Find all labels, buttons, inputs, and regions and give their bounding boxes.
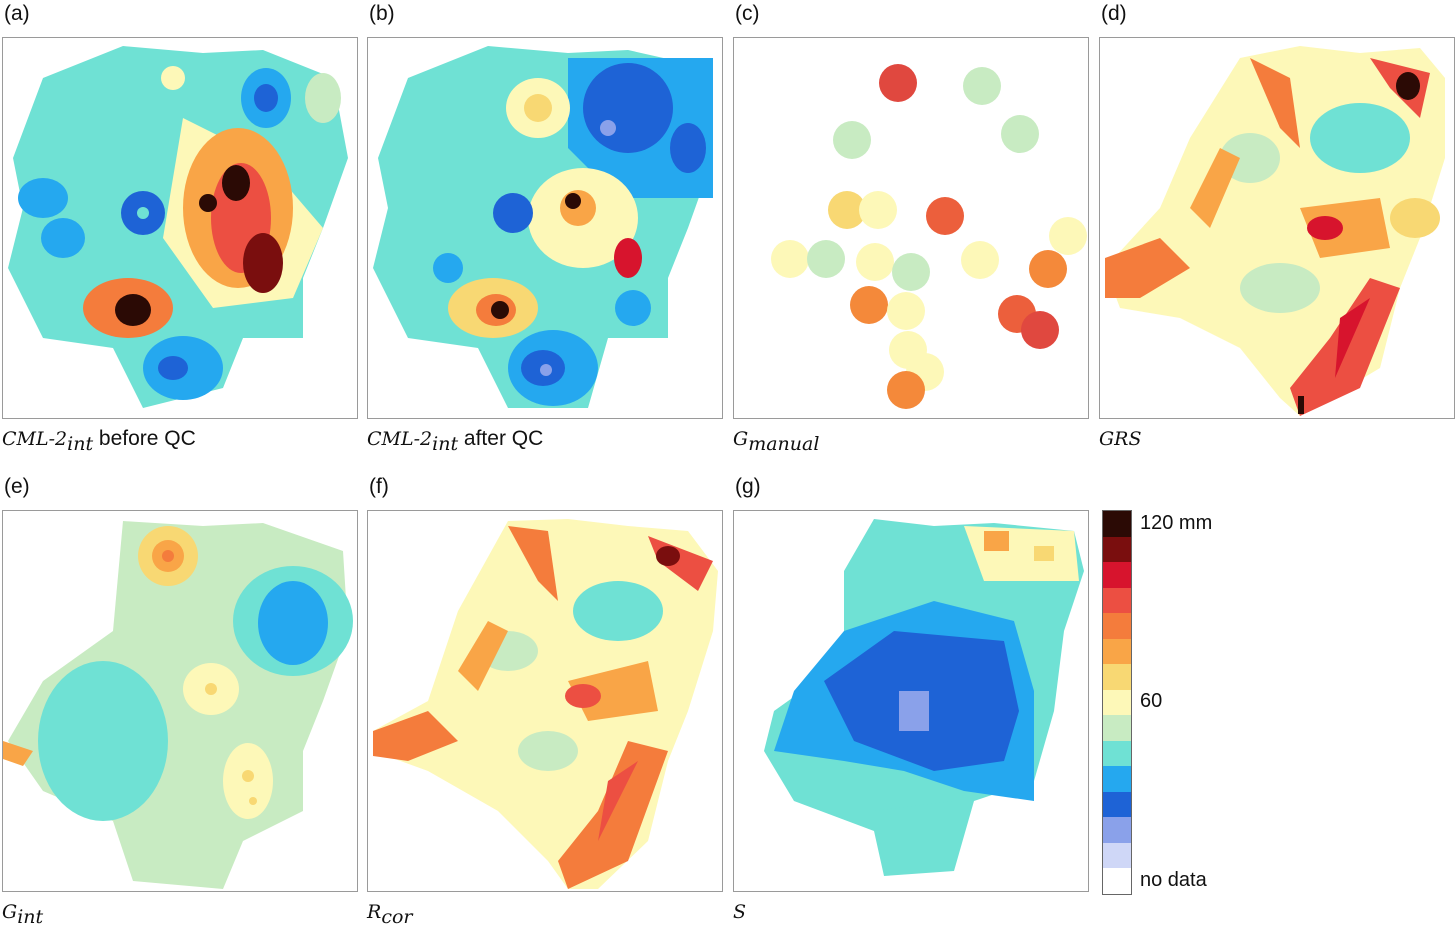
- panel-f-letter: (f): [369, 475, 389, 498]
- colorbar: [1102, 510, 1132, 895]
- panel-a-caption: CML-2int before QC: [2, 427, 196, 455]
- colorbar-cell: [1103, 740, 1131, 767]
- colorbar-label-middle: 60: [1140, 690, 1163, 712]
- panel-d-caption: GRS: [1099, 428, 1142, 450]
- panel-a-map: [2, 37, 358, 419]
- panel-e-caption: Gint: [2, 901, 44, 928]
- panel-c-map: [733, 37, 1089, 419]
- colorbar-cell: [1103, 562, 1131, 589]
- colorbar-cell: [1103, 689, 1131, 716]
- panel-f-caption: Rcor: [367, 901, 413, 928]
- colorbar-cell: [1103, 715, 1131, 742]
- colorbar-label-bottom: no data: [1140, 869, 1207, 891]
- panel-e-map: [2, 510, 358, 892]
- colorbar-cell: [1103, 638, 1131, 665]
- panel-b-map: [367, 37, 723, 419]
- colorbar-cell: [1103, 536, 1131, 563]
- colorbar-cell: [1103, 766, 1131, 793]
- colorbar-cell: [1103, 664, 1131, 691]
- panel-g-caption: S: [733, 901, 747, 923]
- panel-g-letter: (g): [735, 475, 761, 498]
- colorbar-cell: [1103, 613, 1131, 640]
- colorbar-cell: [1103, 842, 1131, 869]
- panel-f-map: [367, 510, 723, 892]
- panel-d-map: [1099, 37, 1455, 419]
- panel-g-map: [733, 510, 1089, 892]
- panel-b-letter: (b): [369, 2, 395, 25]
- colorbar-cell: [1103, 817, 1131, 844]
- colorbar-label-top: 120 mm: [1140, 512, 1213, 534]
- colorbar-cell: [1103, 511, 1131, 537]
- colorbar-cell: [1103, 791, 1131, 818]
- panel-e-letter: (e): [4, 475, 30, 498]
- panel-b-caption: CML-2int after QC: [367, 427, 544, 455]
- panel-c-caption: Gmanual: [733, 428, 820, 455]
- colorbar-cell: [1103, 868, 1131, 895]
- panel-d-letter: (d): [1101, 2, 1127, 25]
- colorbar-cell: [1103, 587, 1131, 614]
- panel-a-letter: (a): [4, 2, 30, 25]
- panel-c-letter: (c): [735, 2, 760, 25]
